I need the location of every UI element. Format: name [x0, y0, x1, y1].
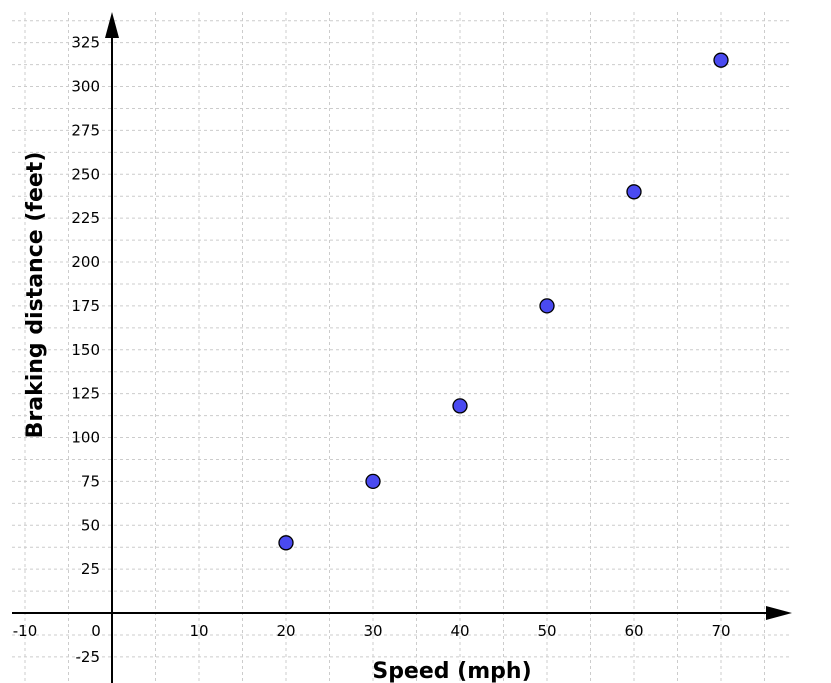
x-tick-label: 40	[450, 622, 469, 640]
x-tick-label: 70	[711, 622, 730, 640]
grid	[12, 12, 790, 683]
data-point	[278, 535, 294, 551]
x-axis-arrow	[766, 606, 792, 620]
x-tick-labels: -10 0 10 20 30 40 50 60 70	[13, 622, 731, 640]
y-tick-label: 200	[71, 253, 100, 271]
axes	[12, 12, 792, 683]
x-tick-label: -10	[13, 622, 38, 640]
y-axis-arrow	[105, 12, 119, 38]
y-tick-label: 150	[71, 341, 100, 359]
y-tick-label: 75	[81, 472, 100, 490]
y-tick-label: -25	[76, 648, 101, 666]
y-tick-label: 325	[71, 34, 100, 52]
y-tick-label: 125	[71, 385, 100, 403]
y-axis-title: Braking distance (feet)	[23, 152, 48, 439]
y-tick-label: 175	[71, 297, 100, 315]
x-tick-label: 30	[363, 622, 382, 640]
y-tick-label: 250	[71, 165, 100, 183]
x-tick-label: 50	[537, 622, 556, 640]
x-tick-label: 60	[624, 622, 643, 640]
data-point	[626, 184, 642, 200]
y-tick-labels: -25 25 50 75 100 125 150 175 200 225 250 275 300 325	[71, 34, 100, 666]
data-point	[365, 473, 381, 490]
data-points	[278, 52, 729, 551]
x-axis-title: Speed (mph)	[372, 659, 531, 683]
y-tick-label: 225	[71, 209, 100, 227]
data-point	[539, 298, 555, 314]
y-tick-label: 50	[81, 516, 100, 534]
data-point	[713, 52, 729, 68]
y-tick-label: 25	[81, 560, 100, 578]
x-tick-label: 10	[189, 622, 208, 640]
y-tick-label: 300	[71, 78, 100, 96]
x-tick-label: 20	[276, 622, 295, 640]
x-tick-label: 0	[91, 622, 101, 640]
data-point	[452, 398, 468, 414]
y-tick-label: 100	[71, 429, 100, 447]
y-tick-label: 275	[71, 121, 100, 139]
